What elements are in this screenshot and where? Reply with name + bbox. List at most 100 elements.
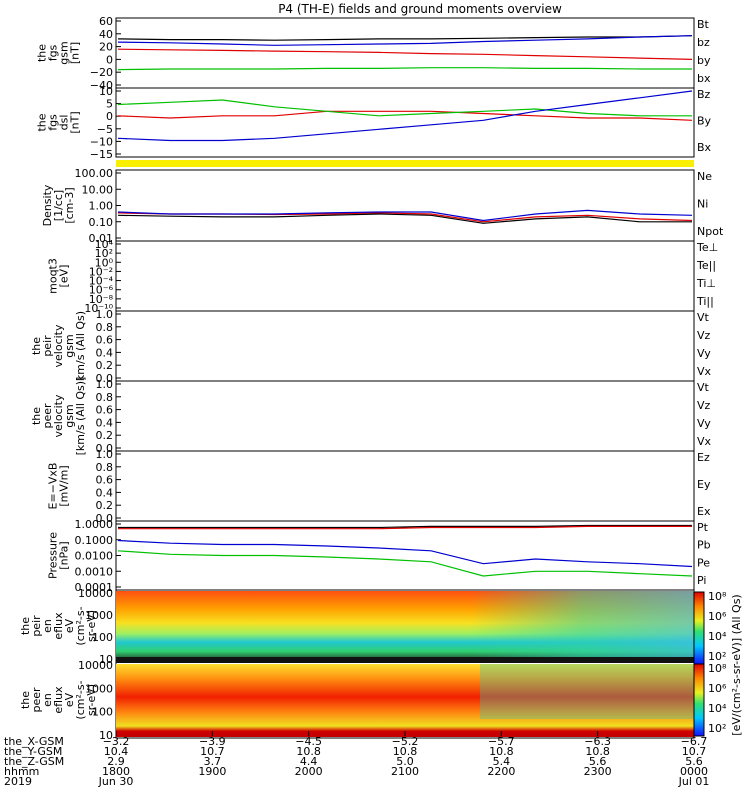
y-tick-label: −20 bbox=[90, 66, 113, 79]
x-axis-row-label: hhmm bbox=[4, 765, 39, 778]
x-axis-value: 2100 bbox=[391, 765, 419, 778]
panel-density: 100.00 10.00 1.00 0.10 0.01 Density[1/cc][cm-… bbox=[41, 167, 724, 245]
y-axis-label: sr-eV) bbox=[85, 684, 98, 716]
colorbar-tick-label: 10² bbox=[708, 650, 726, 663]
y-axis-label: (cm²-s- bbox=[74, 606, 87, 645]
y-axis-label: [eV] bbox=[58, 265, 71, 288]
legend-entry: bx bbox=[697, 72, 711, 85]
y-axis-label: [mV/m] bbox=[58, 465, 71, 506]
x-axis-value: 10.8 bbox=[585, 745, 610, 758]
y-axis-label: [km/s (All Qs)] bbox=[74, 377, 87, 456]
y-tick-label: 1000 bbox=[85, 609, 113, 622]
legend-entry: Pt bbox=[697, 521, 709, 534]
colorbar-ion bbox=[693, 591, 705, 665]
series-line-bx bbox=[117, 35, 693, 46]
x-axis-value: 10.7 bbox=[200, 745, 225, 758]
y-tick-label: 10⁻⁶ bbox=[89, 284, 114, 297]
y-axis-label: fgs bbox=[47, 44, 60, 61]
y-tick-label: 0.0 bbox=[96, 372, 114, 385]
x-axis-value: 1900 bbox=[198, 765, 226, 778]
x-axis-value: Jul 01 bbox=[678, 775, 710, 788]
series-line-bz bbox=[117, 48, 693, 60]
y-tick-label: 10000 bbox=[78, 587, 113, 600]
legend-entry: Bz bbox=[697, 88, 711, 101]
legend-entry: Bx bbox=[697, 141, 712, 154]
y-tick-label: 10000 bbox=[78, 659, 113, 672]
x-axis-row-label: the_Y-GSM bbox=[4, 745, 62, 758]
chart-title: P4 (TH-E) fields and ground moments over… bbox=[278, 2, 562, 16]
x-axis-value: 2.9 bbox=[107, 755, 125, 768]
panel-pressure: 1.0000 0.1000 0.0100 0.0010 0.0001 Pressure[n… bbox=[47, 518, 711, 594]
legend-entry: Vy bbox=[697, 347, 711, 360]
spectrograms bbox=[116, 591, 694, 737]
x-axis-value: 10.4 bbox=[104, 745, 129, 758]
series-line-by bbox=[117, 67, 692, 71]
legend-entry: By bbox=[697, 115, 712, 128]
y-tick-label: 10 bbox=[99, 85, 113, 98]
y-tick-label: 0.1000 bbox=[75, 534, 114, 547]
y-axis-label: eV bbox=[63, 692, 76, 707]
x-axis-value: −3.9 bbox=[199, 735, 226, 748]
legend-entry: Vy bbox=[697, 417, 711, 430]
y-tick-label: −40 bbox=[90, 79, 113, 92]
y-tick-label: 0 bbox=[106, 110, 113, 123]
y-axis-label: peir bbox=[41, 335, 54, 357]
y-tick-label: 100.00 bbox=[75, 167, 114, 180]
y-tick-label: 100 bbox=[92, 631, 113, 644]
y-axis-label: the bbox=[19, 617, 32, 635]
spectrogram-divider bbox=[116, 657, 694, 663]
x-axis-value: 4.4 bbox=[300, 755, 318, 768]
y-tick-label: 1.0 bbox=[96, 448, 114, 461]
panel-peer-velocity: 1.00.80.60.40.20.0 thepeervelocitygsm[km/… bbox=[30, 377, 712, 456]
y-axis-label: eV bbox=[63, 618, 76, 633]
y-tick-label: −10 bbox=[90, 135, 113, 148]
y-axis-label: peir bbox=[30, 615, 43, 637]
y-tick-label: 60 bbox=[99, 15, 113, 28]
series-line-ni bbox=[117, 213, 692, 224]
colorbar-tick-label: 10⁸ bbox=[708, 662, 727, 675]
legend-entry: Vz bbox=[697, 399, 711, 412]
y-tick-label: 10.00 bbox=[82, 183, 114, 196]
y-tick-label: 10⁻² bbox=[89, 265, 113, 278]
y-tick-label: 0.6 bbox=[96, 334, 114, 347]
y-tick-label: 0.6 bbox=[96, 474, 114, 487]
series-line-pb bbox=[118, 525, 692, 530]
y-tick-label: 40 bbox=[99, 28, 113, 41]
y-tick-label: 0.6 bbox=[96, 404, 114, 417]
y-tick-label: 10⁰ bbox=[95, 256, 114, 269]
legend-entry: Ez bbox=[697, 451, 710, 464]
y-axis-label: peer bbox=[30, 687, 43, 713]
y-axis-label: gsm bbox=[63, 404, 76, 427]
y-tick-label: 0.8 bbox=[96, 321, 114, 334]
x-axis-value: −6.3 bbox=[584, 735, 611, 748]
ion-spectrogram-late-interval bbox=[470, 591, 694, 662]
y-axis-label: the bbox=[30, 337, 43, 355]
y-axis-label: en bbox=[41, 619, 54, 633]
y-tick-label: 0.0010 bbox=[75, 565, 114, 578]
y-axis-label: moqt3 bbox=[47, 258, 60, 294]
legend-entry: Vx bbox=[697, 365, 712, 378]
x-axis-row-label: the_Z-GSM bbox=[4, 755, 64, 768]
y-axis-label: peer bbox=[41, 403, 54, 429]
y-axis-label: sr-eV) bbox=[85, 610, 98, 642]
y-tick-label: 0.2 bbox=[96, 359, 114, 372]
y-tick-label: 0.10 bbox=[89, 216, 114, 229]
y-axis-label: gsm bbox=[63, 334, 76, 357]
y-axis-label: the bbox=[30, 407, 43, 425]
y-tick-label: 0.2 bbox=[96, 499, 114, 512]
legend-entry: Npot bbox=[697, 225, 724, 238]
y-axis-label: E=−VxB bbox=[47, 463, 60, 510]
y-tick-label: 10 bbox=[99, 653, 113, 666]
x-axis-value: 3.7 bbox=[204, 755, 222, 768]
x-axis-value: 10.7 bbox=[682, 745, 707, 758]
panel-frame bbox=[115, 310, 695, 382]
legend-entry: Vx bbox=[697, 435, 712, 448]
legend-entry: Pb bbox=[697, 539, 711, 552]
panel-peir-velocity: 1.00.80.60.40.20.0 thepeirvelocitygsmkm/s… bbox=[30, 308, 712, 385]
x-axis-value: −6.7 bbox=[681, 735, 708, 748]
y-tick-label: 100 bbox=[92, 706, 113, 719]
series-line-pt bbox=[118, 524, 692, 529]
y-tick-label: 0.2 bbox=[96, 429, 114, 442]
y-tick-label: 1000 bbox=[85, 682, 113, 695]
